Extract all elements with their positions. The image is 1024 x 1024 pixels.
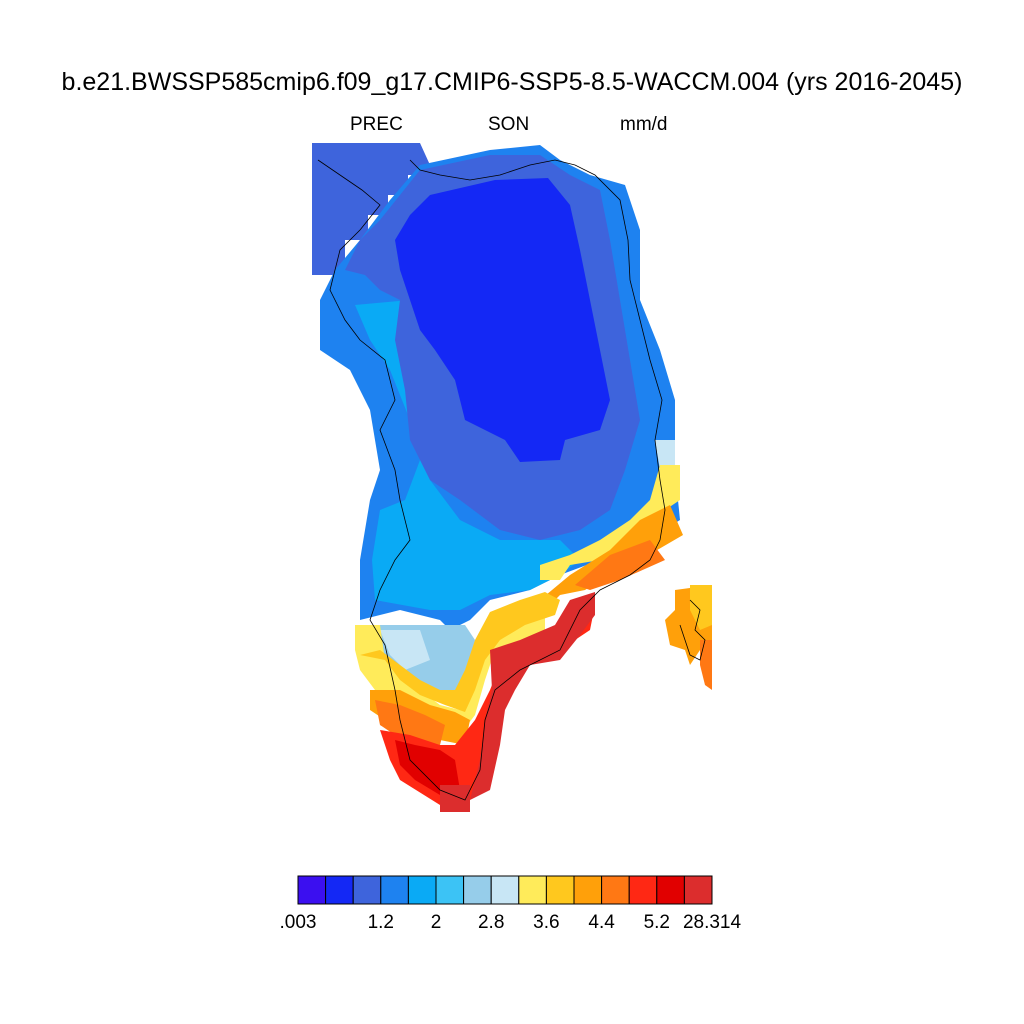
colorbar-swatch <box>325 875 354 905</box>
coastline <box>317 159 666 801</box>
region-se-darkorange <box>575 540 665 590</box>
colorbar-swatch <box>545 875 575 905</box>
region-ice-interior <box>395 178 610 462</box>
colorbar-swatch <box>518 875 547 905</box>
colorbar-tick-label: 5.2 <box>643 912 671 933</box>
region-se-yellow <box>540 465 680 580</box>
region-south-darkorange <box>375 700 445 745</box>
colorbar-swatch <box>656 875 685 905</box>
plot-title: b.e21.BWSSP585cmip6.f09_g17.CMIP6-SSP5-8… <box>61 68 963 96</box>
colorbar-swatch <box>628 875 658 905</box>
colorbar-swatch <box>435 875 465 905</box>
region-south-darkred <box>395 740 460 795</box>
colorbar-swatch <box>380 875 409 905</box>
iceland-coastline <box>679 599 706 661</box>
colorbar-tick-label: 28.314 <box>682 912 742 933</box>
units-label: mm/d <box>620 114 668 135</box>
region-south-paleblue <box>380 630 430 670</box>
colorbar-swatch <box>297 875 327 905</box>
region-iceland-gold <box>690 585 712 630</box>
colorbar-tick-label: 1.2 <box>367 912 395 933</box>
colorbar-swatch <box>352 875 382 905</box>
region-south-tip <box>440 785 470 812</box>
colorbar-tick-label: 3.6 <box>533 912 560 933</box>
colorbar-swatch <box>683 875 713 905</box>
region-iceland-darkorange <box>700 640 712 690</box>
colorbar-swatch <box>601 875 630 905</box>
season-label: SON <box>488 114 530 135</box>
colorbar-tick-label: 2 <box>430 912 442 933</box>
colorbar-tick-label: 4.4 <box>588 912 615 933</box>
colorbar-swatch <box>463 875 492 905</box>
colorbar-swatch <box>407 875 437 905</box>
colorbar-swatch <box>490 875 520 905</box>
region-se-light <box>655 440 675 470</box>
region-se-crimson <box>470 592 595 800</box>
variable-label: PREC <box>350 114 403 135</box>
colorbar-swatch <box>573 875 603 905</box>
greenland-precipitation-map <box>312 143 712 812</box>
colorbar-tick-label: 2.8 <box>477 912 505 933</box>
colorbar-tick-label: .003 <box>279 912 317 933</box>
region-south-gold <box>360 592 560 712</box>
